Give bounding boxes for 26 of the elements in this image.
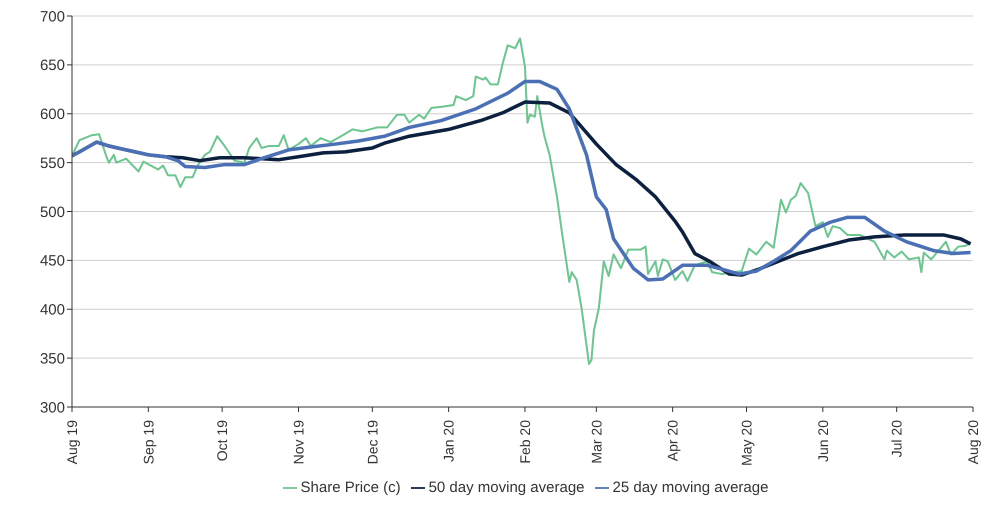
x-tick-label: Feb 20 <box>516 420 533 464</box>
y-tick-label: 600 <box>40 106 65 124</box>
x-tick-label: Mar 20 <box>588 420 604 464</box>
x-tick-label: Jul 20 <box>888 420 905 458</box>
x-tick-label: Sep 19 <box>140 420 156 464</box>
legend-label: 50 day moving average <box>428 479 585 496</box>
x-tick-label: May 20 <box>738 420 755 466</box>
y-tick-label: 350 <box>40 350 65 368</box>
x-tick-label: Aug 19 <box>64 420 80 464</box>
y-tick-label: 500 <box>40 204 65 221</box>
y-tick-label: 300 <box>40 399 65 416</box>
legend-label: Share Price (c) <box>300 479 401 496</box>
x-tick-label: Jun 20 <box>814 420 831 462</box>
x-tick-label: Oct 19 <box>214 420 230 462</box>
x-tick-label: Nov 19 <box>290 420 306 464</box>
x-tick-label: Dec 19 <box>364 420 380 464</box>
legend-label: 25 day moving average <box>612 479 768 496</box>
x-tick-label: Jan 20 <box>440 420 457 462</box>
y-tick-label: 400 <box>40 302 65 319</box>
y-tick-label: 700 <box>40 8 65 26</box>
y-tick-label: 650 <box>40 57 65 74</box>
y-tick-label: 550 <box>40 154 65 172</box>
x-tick-label: Apr 20 <box>664 420 681 462</box>
line-series <box>72 37 972 365</box>
x-tick-label: Aug 20 <box>965 420 981 464</box>
y-tick-label: 450 <box>40 252 65 270</box>
